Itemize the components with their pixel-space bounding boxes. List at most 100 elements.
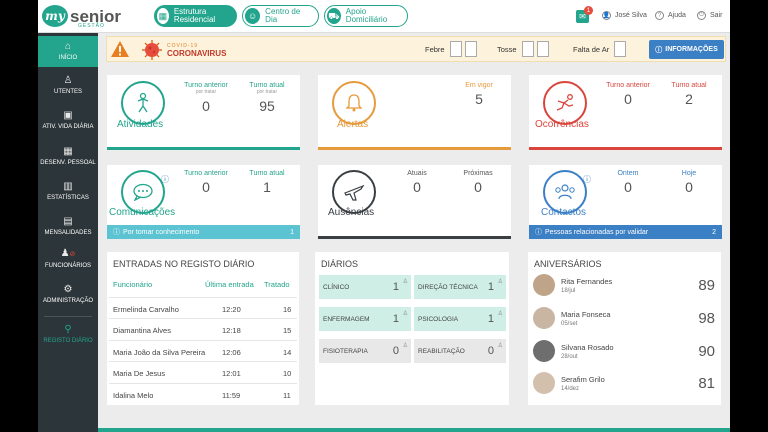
service-apoio-domiciliario[interactable]: ⛟ Apoio Domiciliário	[324, 5, 408, 27]
diario-psicologia[interactable]: PSICOLOGIA 1 ♙	[414, 307, 506, 331]
link-icon: ⚲	[38, 324, 98, 336]
card-title: Ocorrências	[535, 119, 589, 130]
service-centro-de-dia[interactable]: ☺ Centro de Dia	[242, 5, 319, 27]
sidebar-item-label: INÍCIO	[59, 55, 77, 61]
notifications-button[interactable]: ✉ 1	[576, 10, 589, 23]
card-ausencias[interactable]: Ausências Atuais 0 Próximas 0	[318, 165, 511, 239]
col-value: 0	[598, 179, 658, 195]
sidebar-item-desenv-pessoal[interactable]: ▦ DESENV. PESSOAL	[38, 144, 98, 174]
card-comunicacoes[interactable]: ⓘ Comunicações Turno anterior 0 Turno at…	[107, 165, 300, 239]
list-item[interactable]: Serafim Grilo 14/dez 81	[528, 368, 720, 400]
home-icon: ⌂	[38, 41, 98, 53]
table-row[interactable]: Idalina Melo 11:59 11	[109, 383, 297, 405]
row-count: 11	[283, 391, 291, 400]
diario-reabilitacao[interactable]: REABILITAÇÃO 0 ♙	[414, 339, 506, 363]
plane-icon	[334, 172, 374, 212]
bar-chart-icon: ▥	[38, 181, 98, 193]
col-value: 0	[176, 179, 236, 195]
diario-direcao-tecnica[interactable]: DIREÇÃO TÉCNICA 1 ♙	[414, 275, 506, 299]
bell-icon	[334, 83, 374, 123]
staff-icon: ♟⊘	[38, 248, 98, 261]
symptom-field[interactable]	[465, 41, 477, 57]
service-estrutura-residencial[interactable]: ▦ Estrutura Residencial	[154, 5, 237, 27]
col-head: Turno atual	[659, 82, 719, 89]
money-icon: ▤	[38, 216, 98, 228]
diario-label: DIREÇÃO TÉCNICA	[418, 284, 478, 291]
col-head: Turno anterior	[598, 82, 658, 89]
card-accent-bar	[318, 236, 511, 239]
list-item[interactable]: Rita Fernandes 18/jul 89	[528, 270, 720, 302]
col-header-ultima-entrada: Última entrada	[205, 280, 254, 289]
info-button-label: INFORMAÇÕES	[665, 46, 718, 53]
sidebar-item-inicio[interactable]: ⌂ INÍCIO	[38, 36, 98, 67]
diario-fisioterapia[interactable]: FISIOTERAPIA 0 ♙	[319, 339, 411, 363]
symptom-field[interactable]	[537, 41, 549, 57]
diario-enfermagem[interactable]: ENFERMAGEM 1 ♙	[319, 307, 411, 331]
card-ocorrencias[interactable]: Ocorrências Turno anterior 0 Turno atual…	[529, 75, 722, 150]
logout-link[interactable]: ⏻ Sair	[697, 11, 722, 20]
notification-badge: 1	[584, 6, 593, 15]
diario-count: 0	[488, 345, 494, 357]
card-title: Ausências	[328, 207, 374, 218]
sidebar-item-estatisticas[interactable]: ▥ ESTATÍSTICAS	[38, 179, 98, 209]
sidebar-item-label: ADMINISTRAÇÃO	[43, 298, 93, 304]
col-value: 0	[598, 91, 658, 107]
activity-icon	[123, 83, 163, 123]
power-icon: ⏻	[697, 11, 706, 20]
sidebar-item-ativ-vida-diaria[interactable]: ▣ ATIV. VIDA DIÁRIA	[38, 108, 98, 138]
col-value: 0	[448, 179, 508, 195]
sidebar-item-mensalidades[interactable]: ▤ MENSALIDADES	[38, 214, 98, 244]
sidebar-item-registo-diario[interactable]: ⚲ REGISTO DIÁRIO	[38, 322, 98, 352]
user-menu[interactable]: 👤 José Silva	[602, 11, 647, 20]
birthday-date: 18/jul	[561, 288, 575, 294]
info-icon: ⓘ	[113, 227, 120, 237]
card-footer-pending[interactable]: ⓘ Pessoas relacionadas por validar 2	[529, 225, 722, 239]
person-icon: ♙	[498, 310, 503, 317]
cogs-icon: ⚙	[38, 284, 98, 296]
symptom-field[interactable]	[522, 41, 534, 57]
chat-icon	[123, 172, 163, 212]
card-contactos[interactable]: ⓘ Contactos Ontem 0 Hoje 0 ⓘ Pessoas rel…	[529, 165, 722, 239]
col-head: Em vigor	[449, 82, 509, 89]
info-button[interactable]: ⓘ INFORMAÇÕES	[649, 40, 724, 59]
person-icon: ♙	[403, 342, 408, 349]
table-row[interactable]: Maria João da Silva Pereira 12:06 14	[109, 340, 297, 362]
footer-count: 1	[290, 229, 294, 236]
diario-clinico[interactable]: CLÍNICO 1 ♙	[319, 275, 411, 299]
help-link[interactable]: ? Ajuda	[655, 11, 686, 20]
footer-label: Por tomar conhecimento	[123, 229, 199, 236]
sidebar-item-label: DESENV. PESSOAL	[40, 160, 95, 166]
table-row[interactable]: Maria De Jesus 12:01 10	[109, 361, 297, 383]
card-atividades[interactable]: Atividades Turno anterior por tratar 0 T…	[107, 75, 300, 150]
symptom-field[interactable]	[450, 41, 462, 57]
list-item[interactable]: Maria Fonseca 05/set 98	[528, 303, 720, 335]
card-accent-bar	[318, 147, 511, 150]
panel-diarios: DIÁRIOS CLÍNICO 1 ♙ DIREÇÃO TÉCNICA 1 ♙ …	[315, 252, 509, 405]
logo-text: senior	[70, 8, 121, 25]
table-row[interactable]: Diamantina Alves 12:18 15	[109, 318, 297, 340]
symptom-field[interactable]	[614, 41, 626, 57]
footer-count: 2	[712, 229, 716, 236]
list-item[interactable]: Silvana Rosado 28/out 90	[528, 336, 720, 368]
table-row[interactable]: Ermelinda Carvalho 12:20 16	[109, 297, 297, 319]
col-head: Turno anterior	[176, 170, 236, 177]
col-value: 1	[237, 179, 297, 195]
app-logo[interactable]: my senior GESTÃO	[42, 3, 121, 29]
warning-icon	[110, 40, 130, 58]
user-icon: 👤	[602, 11, 611, 20]
person-age: 98	[698, 310, 715, 327]
sidebar-item-funcionarios[interactable]: ♟⊘ FUNCIONÁRIOS	[38, 246, 98, 276]
card-footer-pending[interactable]: ⓘ Por tomar conhecimento 1	[107, 225, 300, 239]
footer-label: Pessoas relacionadas por validar	[545, 229, 648, 236]
sidebar-item-administracao[interactable]: ⚙ ADMINISTRAÇÃO	[38, 282, 98, 312]
sidebar-item-utentes[interactable]: ♙ UTENTES	[38, 73, 98, 103]
panel-title: ENTRADAS NO REGISTO DIÁRIO	[113, 259, 254, 269]
col-value: 0	[659, 179, 719, 195]
person-icon: ♙	[403, 278, 408, 285]
col-atuais: Atuais 0	[387, 170, 447, 195]
person-icon: ♙	[498, 278, 503, 285]
card-alertas[interactable]: Alertas Em vigor 5	[318, 75, 511, 150]
diario-label: ENFERMAGEM	[323, 316, 370, 323]
col-value: 0	[387, 179, 447, 195]
col-head: Hoje	[659, 170, 719, 177]
